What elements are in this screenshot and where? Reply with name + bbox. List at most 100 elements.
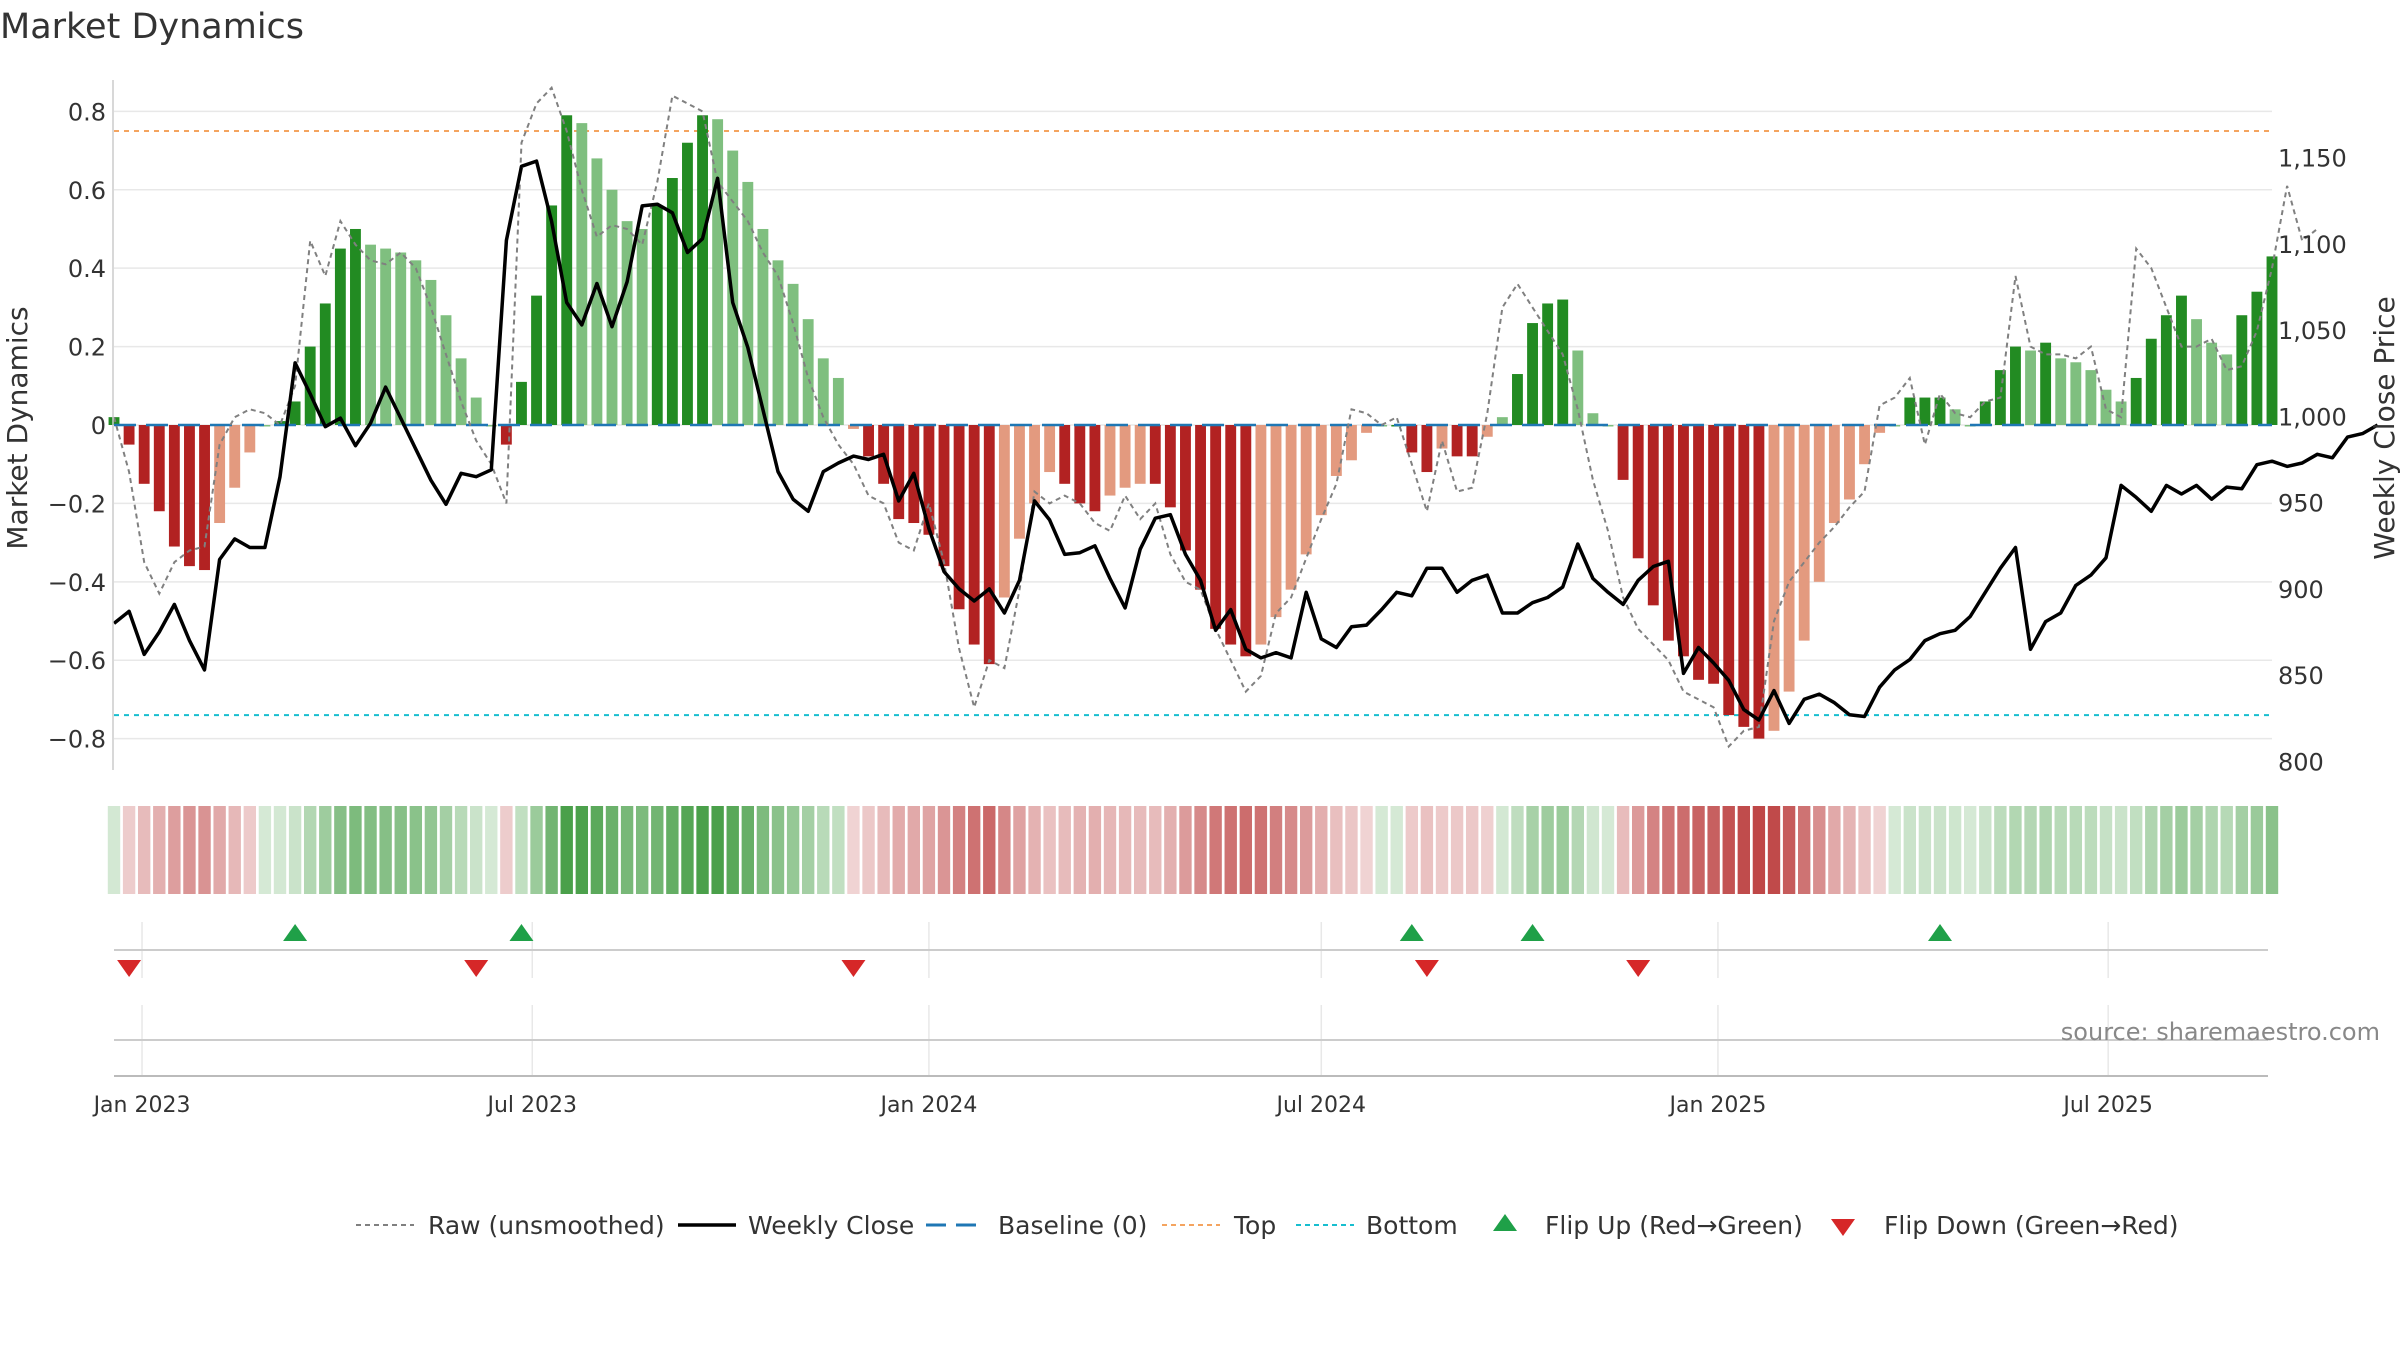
flip-markers (117, 924, 1952, 977)
regime-cell (243, 806, 257, 894)
x-tick-label: Jan 2025 (1667, 1093, 1766, 1118)
regime-cell (2205, 806, 2218, 894)
flip-up-marker (283, 924, 308, 941)
dynamics-bar (1134, 425, 1146, 484)
regime-cell (439, 806, 453, 894)
regime-cell (1677, 806, 1690, 894)
dynamics-bar (455, 358, 467, 425)
dynamics-bar (334, 248, 346, 425)
regime-cell (832, 806, 845, 894)
regime-cell (1450, 806, 1464, 894)
regime-cell (198, 806, 211, 894)
regime-cell (1601, 806, 1615, 894)
regime-cell (922, 806, 936, 894)
dynamics-bar (2115, 401, 2127, 425)
dynamics-bar (1044, 425, 1056, 473)
dynamics-bar (923, 425, 935, 535)
regime-cell (288, 806, 302, 894)
regime-cell (1133, 806, 1147, 894)
regime-cell (1375, 806, 1388, 894)
regime-cell (1269, 806, 1283, 894)
regime-cell (349, 806, 362, 894)
regime-cell (319, 806, 332, 894)
dynamics-bar (1104, 425, 1116, 496)
legend-baseline-label: Baseline (0) (998, 1211, 1147, 1240)
flip-down-marker (1626, 960, 1651, 977)
regime-cell (907, 806, 921, 894)
y-tick-label: 0.4 (68, 255, 106, 283)
regime-cell (1933, 806, 1947, 894)
regime-cell (1556, 806, 1569, 894)
legend-flip-down-marker (1831, 1219, 1855, 1236)
regime-cell (605, 806, 619, 894)
regime-cell (258, 806, 272, 894)
legend-bottom-label: Bottom (1366, 1211, 1458, 1240)
dynamics-bar (1029, 425, 1040, 504)
dynamics-bar (470, 397, 482, 425)
dynamics-bar (1662, 425, 1674, 641)
regime-cell (1013, 806, 1026, 894)
regime-cell (1692, 806, 1705, 894)
x-tick-label: Jan 2023 (92, 1093, 191, 1118)
dynamics-bar (1014, 425, 1025, 539)
dynamics-bar (425, 279, 437, 425)
regime-cell (1994, 806, 2007, 894)
dynamics-bar (1949, 409, 1961, 425)
dynamics-bar (1919, 397, 1931, 425)
regime-cell (696, 806, 709, 894)
dynamics-bar (1557, 299, 1569, 425)
dynamics-bar (561, 115, 573, 425)
regime-cell (575, 806, 589, 894)
regime-cell (1797, 806, 1811, 894)
dynamics-bar (108, 417, 120, 425)
dynamics-bar (1632, 425, 1644, 559)
regime-cell (485, 806, 498, 894)
dynamics-bar (727, 150, 739, 425)
dynamics-bar (1164, 425, 1176, 508)
dynamics-bar (2055, 358, 2067, 425)
dynamics-bar (2025, 350, 2036, 425)
dynamics-bar (1874, 425, 1886, 433)
dynamics-bar (319, 303, 331, 425)
regime-cell (681, 806, 694, 894)
regime-cell (1767, 806, 1781, 894)
dynamics-bar (1844, 425, 1855, 500)
regime-cell (1254, 806, 1268, 894)
regime-cell (1526, 806, 1539, 894)
dynamics-bar (410, 260, 422, 425)
dynamics-bar (350, 228, 361, 425)
regime-cell (1752, 806, 1766, 894)
flip-up-marker (1928, 924, 1952, 941)
regime-cell (2009, 806, 2022, 894)
regime-cell (1586, 806, 1600, 894)
regime-cell (1828, 806, 1841, 894)
regime-cell (2084, 806, 2098, 894)
y2-tick-label: 900 (2278, 576, 2324, 604)
dynamics-bar (395, 252, 407, 425)
dynamics-bar (1572, 350, 1584, 425)
dynamics-bar (1587, 413, 1599, 425)
dynamics-bar (1828, 425, 1840, 524)
dynamics-bar (2070, 362, 2082, 425)
dynamics-bar (787, 283, 799, 425)
regime-cell (409, 806, 423, 894)
regime-cell (1028, 806, 1041, 894)
dynamics-bar (2206, 342, 2218, 425)
dynamics-bar (1436, 425, 1448, 449)
dynamics-bar (1466, 425, 1478, 457)
regime-cell (2054, 806, 2067, 894)
regime-cell (1224, 806, 1237, 894)
y-tick-label: −0.2 (48, 490, 106, 518)
regime-cell (1631, 806, 1645, 894)
dynamics-bar (863, 425, 874, 457)
regime-cell (1345, 806, 1358, 894)
regime-cell (1315, 806, 1328, 894)
source-text: source: sharemaestro.com (2061, 1018, 2380, 1046)
dynamics-bar (666, 178, 678, 425)
dynamics-bar (1798, 425, 1810, 641)
dynamics-bar (214, 425, 226, 524)
regime-cell (515, 806, 528, 894)
regime-cell (983, 806, 996, 894)
dynamics-bar (1300, 425, 1312, 555)
regime-cell (122, 806, 136, 894)
